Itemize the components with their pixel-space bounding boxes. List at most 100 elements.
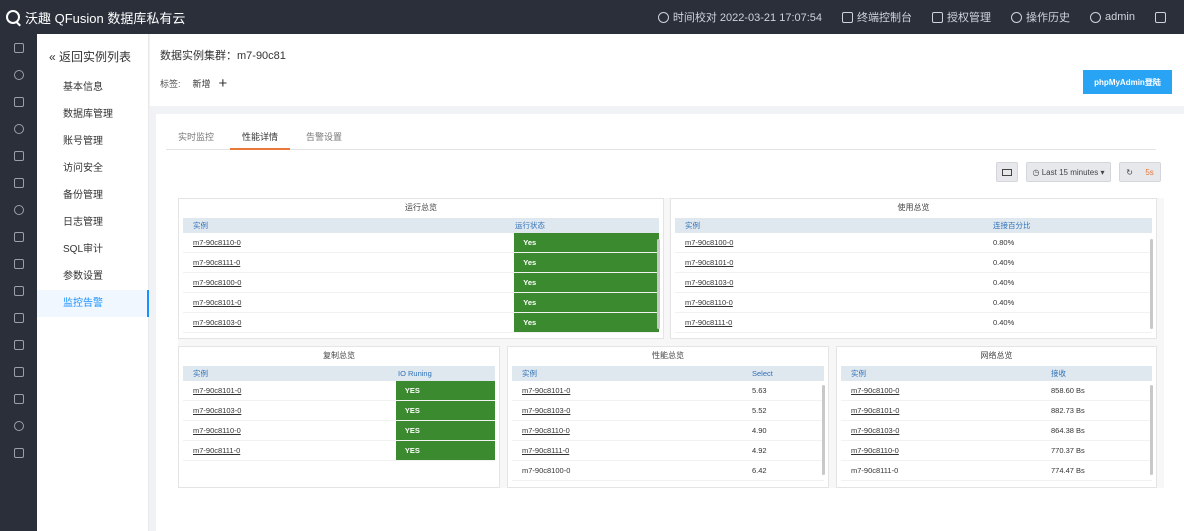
instance-link[interactable]: m7-90c8101-0 xyxy=(851,406,900,415)
sidebar-item-monitoring-alerts[interactable]: 监控告警 xyxy=(37,290,149,317)
rail-edit-icon[interactable] xyxy=(0,142,37,169)
table-row: m7-90c8101-0 5.63 xyxy=(512,381,824,401)
sidebar-item-parameter-settings[interactable]: 参数设置 xyxy=(63,271,103,282)
column-header-instance[interactable]: 实例 xyxy=(522,369,537,378)
tab-performance-details[interactable]: 性能详情 xyxy=(230,128,291,150)
column-header-select[interactable]: Select xyxy=(752,369,773,378)
rail-message-icon[interactable] xyxy=(0,115,37,142)
sidebar-item-backup-management[interactable]: 备份管理 xyxy=(63,190,103,201)
column-header-instance[interactable]: 实例 xyxy=(193,369,208,378)
table-header: 实例 连接百分比 xyxy=(675,218,1152,233)
column-header-receive[interactable]: 接收 xyxy=(1051,369,1066,378)
instance-link[interactable]: m7-90c8103-0 xyxy=(522,406,571,415)
scrollbar[interactable] xyxy=(657,239,660,329)
column-header-instance[interactable]: 实例 xyxy=(851,369,866,378)
column-header-status[interactable]: 运行状态 xyxy=(515,221,545,230)
column-header-instance[interactable]: 实例 xyxy=(193,221,208,230)
add-tag-label[interactable]: 新增 xyxy=(192,79,211,89)
terminal-label: 终端控制台 xyxy=(857,12,913,24)
rail-menu-icon[interactable] xyxy=(0,34,37,61)
instance-link[interactable]: m7-90c8110-0 xyxy=(193,426,241,435)
column-header-io-running[interactable]: IO Runing xyxy=(398,369,432,378)
rail-dashboard-icon[interactable] xyxy=(0,61,37,88)
sidebar-item-basic-info[interactable]: 基本信息 xyxy=(63,82,103,93)
instance-link[interactable]: m7-90c8101-0 xyxy=(193,386,242,395)
scrollbar[interactable] xyxy=(1150,239,1153,329)
usage-overview-panel: 使用总览 实例 连接百分比 m7-90c8100-0 0.80% m7-90c8… xyxy=(670,198,1157,339)
instance-link[interactable]: m7-90c8103-0 xyxy=(851,426,900,435)
instance-link[interactable]: m7-90c8111-0 xyxy=(193,446,241,455)
instance-link[interactable]: m7-90c8110-0 xyxy=(685,298,733,307)
rail-briefcase-icon[interactable] xyxy=(0,331,37,358)
instance-link[interactable]: m7-90c8110-0 xyxy=(193,238,241,247)
tab-realtime-monitoring[interactable]: 实时监控 xyxy=(178,132,215,142)
rail-monitor-icon[interactable] xyxy=(0,358,37,385)
authorization-link[interactable]: 授权管理 xyxy=(932,9,991,25)
terminal-icon xyxy=(842,11,854,23)
value-cell: 0.40% xyxy=(993,318,1015,327)
rail-chart-icon[interactable] xyxy=(0,88,37,115)
tv-mode-button[interactable] xyxy=(996,162,1018,182)
terminal-console-link[interactable]: 终端控制台 xyxy=(842,9,912,25)
language-switch[interactable] xyxy=(1155,11,1170,23)
sidebar-item-log-management[interactable]: 日志管理 xyxy=(63,217,103,228)
time-range-picker[interactable]: ◷ Last 15 minutes ▾ xyxy=(1026,162,1111,182)
scrollbar[interactable] xyxy=(822,385,825,475)
table-row: m7-90c8101-0 882.73 Bs xyxy=(841,401,1152,421)
sidebar-item-access-security[interactable]: 访问安全 xyxy=(63,163,103,174)
instance-link[interactable]: m7-90c8100-0 xyxy=(685,238,734,247)
user-menu[interactable]: admin xyxy=(1090,11,1135,23)
instance-link[interactable]: m7-90c8110-0 xyxy=(851,446,899,455)
rail-copy-icon[interactable] xyxy=(0,277,37,304)
username: admin xyxy=(1105,11,1135,23)
instance-link[interactable]: m7-90c8111-0 xyxy=(685,318,733,327)
instance-link[interactable]: m7-90c8101-0 xyxy=(522,386,571,395)
sidebar-item-account-management[interactable]: 账号管理 xyxy=(63,136,103,147)
qfusion-logo-icon xyxy=(6,10,20,24)
rail-user-icon[interactable] xyxy=(0,412,37,439)
value-cell: 4.92 xyxy=(752,446,767,455)
rail-database-icon[interactable] xyxy=(0,196,37,223)
column-header-instance[interactable]: 实例 xyxy=(685,221,700,230)
add-tag-plus-icon[interactable]: + xyxy=(218,74,228,92)
tags-row: 标签: 新增 + xyxy=(160,74,228,92)
scrollbar[interactable] xyxy=(1150,385,1153,475)
sidebar-item-sql-audit[interactable]: SQL审计 xyxy=(63,244,104,255)
monitor-tabs: 实时监控 性能详情 告警设置 xyxy=(166,128,1156,150)
phpmyadmin-login-button[interactable]: phpMyAdmin登陆 xyxy=(1083,70,1172,94)
instance-link[interactable]: m7-90c8111-0 xyxy=(522,446,570,455)
back-to-instance-list[interactable]: « 返回实例列表 xyxy=(49,50,132,64)
instance-link[interactable]: m7-90c8100-0 xyxy=(193,278,242,287)
rail-shield-icon[interactable] xyxy=(0,223,37,250)
brand[interactable]: 沃趣 QFusion 数据库私有云 xyxy=(0,8,185,27)
rail-tag-icon[interactable] xyxy=(0,250,37,277)
rail-cube-icon[interactable] xyxy=(0,169,37,196)
icon-rail xyxy=(0,34,37,531)
status-cell: YES xyxy=(395,441,495,460)
column-header-connection-percent[interactable]: 连接百分比 xyxy=(993,221,1031,230)
instance-link[interactable]: m7-90c8111-0 xyxy=(851,466,899,475)
table-row: m7-90c8110-0 Yes xyxy=(183,233,659,253)
instance-link[interactable]: m7-90c8100-0 xyxy=(851,386,900,395)
instance-link[interactable]: m7-90c8101-0 xyxy=(685,258,734,267)
refresh-button[interactable]: ↻ 5s xyxy=(1119,162,1161,182)
rail-document-icon[interactable] xyxy=(0,304,37,331)
instance-link[interactable]: m7-90c8103-0 xyxy=(685,278,734,287)
sidebar-item-database-management[interactable]: 数据库管理 xyxy=(63,109,113,120)
refresh-interval[interactable]: 5s xyxy=(1145,167,1154,177)
instance-link[interactable]: m7-90c8111-0 xyxy=(193,258,241,267)
instance-link[interactable]: m7-90c8100-0 xyxy=(522,466,571,475)
instance-link[interactable]: m7-90c8103-0 xyxy=(193,318,242,327)
tab-alert-settings[interactable]: 告警设置 xyxy=(306,132,343,142)
history-link[interactable]: 操作历史 xyxy=(1011,9,1070,25)
instance-link[interactable]: m7-90c8103-0 xyxy=(193,406,242,415)
table-row: m7-90c8111-0 Yes xyxy=(183,253,659,273)
instance-link[interactable]: m7-90c8110-0 xyxy=(522,426,570,435)
instance-link[interactable]: m7-90c8101-0 xyxy=(193,298,242,307)
translate-icon xyxy=(1155,11,1166,23)
brand-title: 沃趣 QFusion 数据库私有云 xyxy=(25,10,186,26)
time-check[interactable]: 时间校对 2022-03-21 17:07:54 xyxy=(657,9,822,25)
rail-list-icon[interactable] xyxy=(0,439,37,466)
rail-home-icon[interactable] xyxy=(0,385,37,412)
value-cell: 0.80% xyxy=(993,238,1015,247)
